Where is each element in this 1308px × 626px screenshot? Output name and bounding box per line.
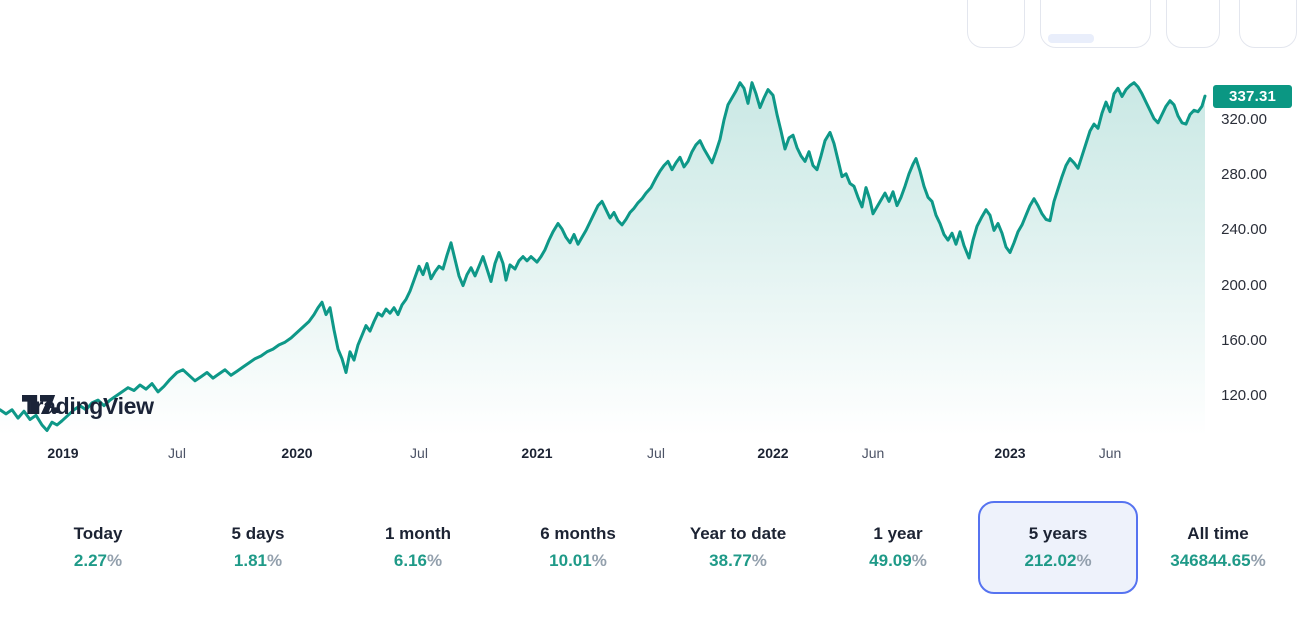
tradingview-logo[interactable]: TradingView	[22, 393, 154, 419]
range-tab-change-percent: 346844.65%	[1170, 551, 1266, 570]
time-tick-label: Jul	[168, 445, 186, 461]
range-tab-change-percent: 10.01%	[549, 551, 607, 570]
range-tab-label: 1 month	[384, 524, 452, 543]
time-tick-label: 2020	[281, 445, 313, 461]
range-tab-label: All time	[1187, 524, 1249, 543]
time-tick-label: 2019	[47, 445, 79, 461]
price-tick-label: 240.00	[1221, 221, 1267, 239]
price-tick-label: 200.00	[1221, 276, 1267, 294]
range-tab-change-percent: 49.09%	[869, 551, 927, 570]
time-axis[interactable]: 2019 Jul 2020 Jul 2021 Jul 2022 Jun 2023 Jun	[0, 444, 1212, 464]
price-tick-label: 160.00	[1221, 331, 1267, 349]
range-tab-label: 5 days	[231, 524, 285, 543]
toolbar-button-3[interactable]	[1166, 0, 1220, 48]
chart-pane[interactable]: 2019 Jul 2020 Jul 2021 Jul 2022 Jun 2023 Jun Trad…	[0, 0, 1212, 470]
range-tab-6-months[interactable]: 6 months 10.01%	[498, 501, 658, 594]
time-tick-label: Jul	[410, 445, 428, 461]
range-tab-1-year[interactable]: 1 year 49.09%	[818, 501, 978, 594]
range-tab-1-month[interactable]: 1 month 6.16%	[338, 501, 498, 594]
price-chart	[0, 81, 1207, 436]
time-tick-label: 2023	[994, 445, 1026, 461]
time-tick-label: 2021	[521, 445, 553, 461]
range-tab-label: Year to date	[689, 524, 787, 543]
toolbar-button-highlight	[1048, 34, 1094, 43]
range-tab-5-years[interactable]: 5 years 212.02%	[978, 501, 1138, 594]
time-tick-label: 2022	[757, 445, 789, 461]
price-axis[interactable]: 337.31 320.00 280.00 240.00 200.00 160.00 120…	[1212, 0, 1308, 470]
last-price-badge: 337.31	[1213, 85, 1292, 108]
range-tab-label: 5 years	[1028, 524, 1088, 543]
range-tab-change-percent: 2.27%	[73, 551, 123, 570]
time-tick-label: Jun	[1098, 445, 1122, 461]
range-tab-change-percent: 6.16%	[393, 551, 443, 570]
range-tab-label: 6 months	[540, 524, 616, 543]
range-tabs: Today 2.27% 5 days 1.81% 1 month 6.16% 6 month…	[18, 501, 1298, 594]
range-tab-change-percent: 38.77%	[709, 551, 767, 570]
price-line	[0, 81, 1207, 432]
time-tick-label: Jun	[861, 445, 885, 461]
range-tab-all-time[interactable]: All time 346844.65%	[1138, 501, 1298, 594]
range-tab-today[interactable]: Today 2.27%	[18, 501, 178, 594]
range-tab-change-percent: 1.81%	[233, 551, 283, 570]
toolbar-button-4[interactable]	[1239, 0, 1297, 48]
time-tick-label: Jul	[647, 445, 665, 461]
price-area	[0, 82, 1205, 436]
range-tab-year-to-date[interactable]: Year to date 38.77%	[658, 501, 818, 594]
tradingview-logo-icon	[22, 395, 58, 414]
price-tick-label: 120.00	[1221, 387, 1267, 404]
range-tab-5-days[interactable]: 5 days 1.81%	[178, 501, 338, 594]
price-tick-label: 280.00	[1221, 166, 1267, 184]
price-tick-label: 320.00	[1221, 111, 1267, 128]
range-tab-label: 1 year	[873, 524, 923, 543]
range-tab-change-percent: 212.02%	[1024, 551, 1092, 570]
toolbar-button-2[interactable]	[1040, 0, 1151, 48]
toolbar-button-1[interactable]	[967, 0, 1025, 48]
range-tab-label: Today	[73, 524, 123, 543]
